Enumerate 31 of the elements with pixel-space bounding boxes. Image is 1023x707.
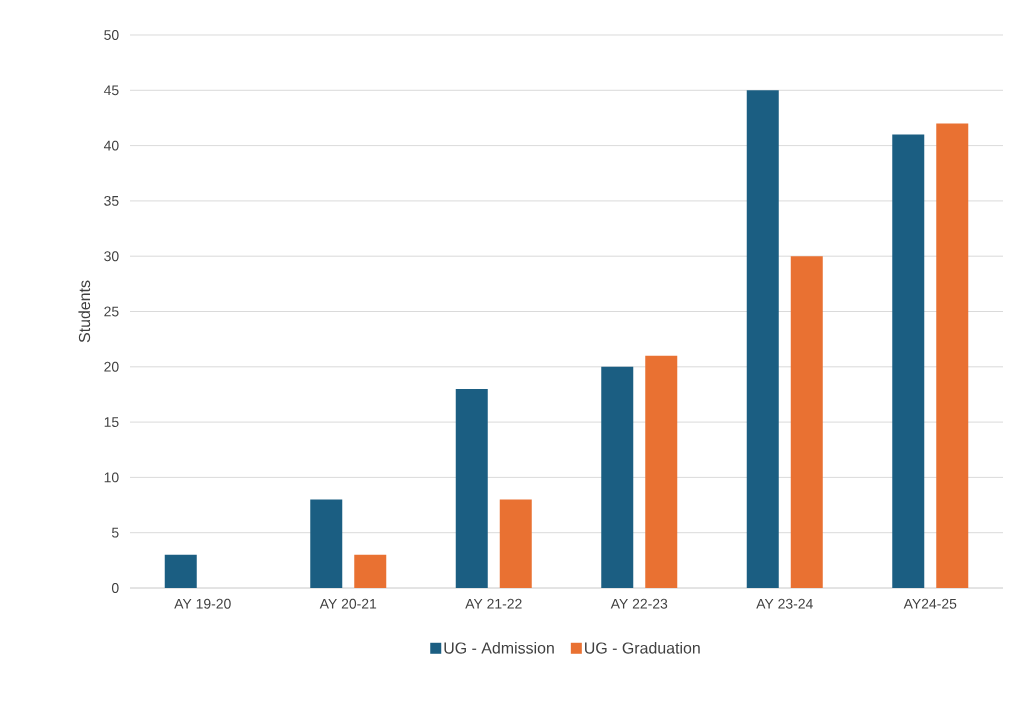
x-tick-label: AY24-25 (903, 598, 957, 609)
x-tick-label: AY 21-22 (465, 598, 522, 609)
bar (455, 388, 488, 588)
y-axis-title: Students (78, 280, 91, 343)
bar (601, 366, 634, 588)
bar (499, 499, 532, 588)
legend-label: UG - Admission (444, 641, 554, 654)
y-tick-label: 20 (104, 361, 119, 372)
bar (354, 554, 387, 588)
x-tick-label: AY 23-24 (756, 598, 813, 609)
y-tick-label: 35 (104, 195, 119, 206)
y-tick-label: 0 (111, 583, 119, 593)
y-tick-label: 30 (104, 251, 119, 262)
bar (310, 499, 343, 588)
bar (790, 256, 823, 588)
bar (746, 90, 779, 588)
y-tick-label: 45 (103, 85, 119, 96)
x-tick-label: AY 22-23 (610, 598, 668, 609)
y-tick-label: 50 (104, 30, 119, 40)
y-tick-label: 10 (104, 472, 119, 483)
y-tick-label: 40 (103, 140, 119, 151)
bar (164, 554, 197, 588)
bar (936, 123, 969, 588)
y-tick-label: 15 (104, 417, 119, 427)
x-tick-label: AY 20-21 (319, 598, 377, 609)
legend-label: UG - Graduation (585, 641, 700, 654)
bar (645, 355, 678, 588)
y-tick-label: 5 (111, 527, 119, 538)
bar (892, 134, 925, 588)
y-tick-label: 25 (104, 306, 119, 317)
x-tick-label: AY 19-20 (174, 598, 231, 609)
